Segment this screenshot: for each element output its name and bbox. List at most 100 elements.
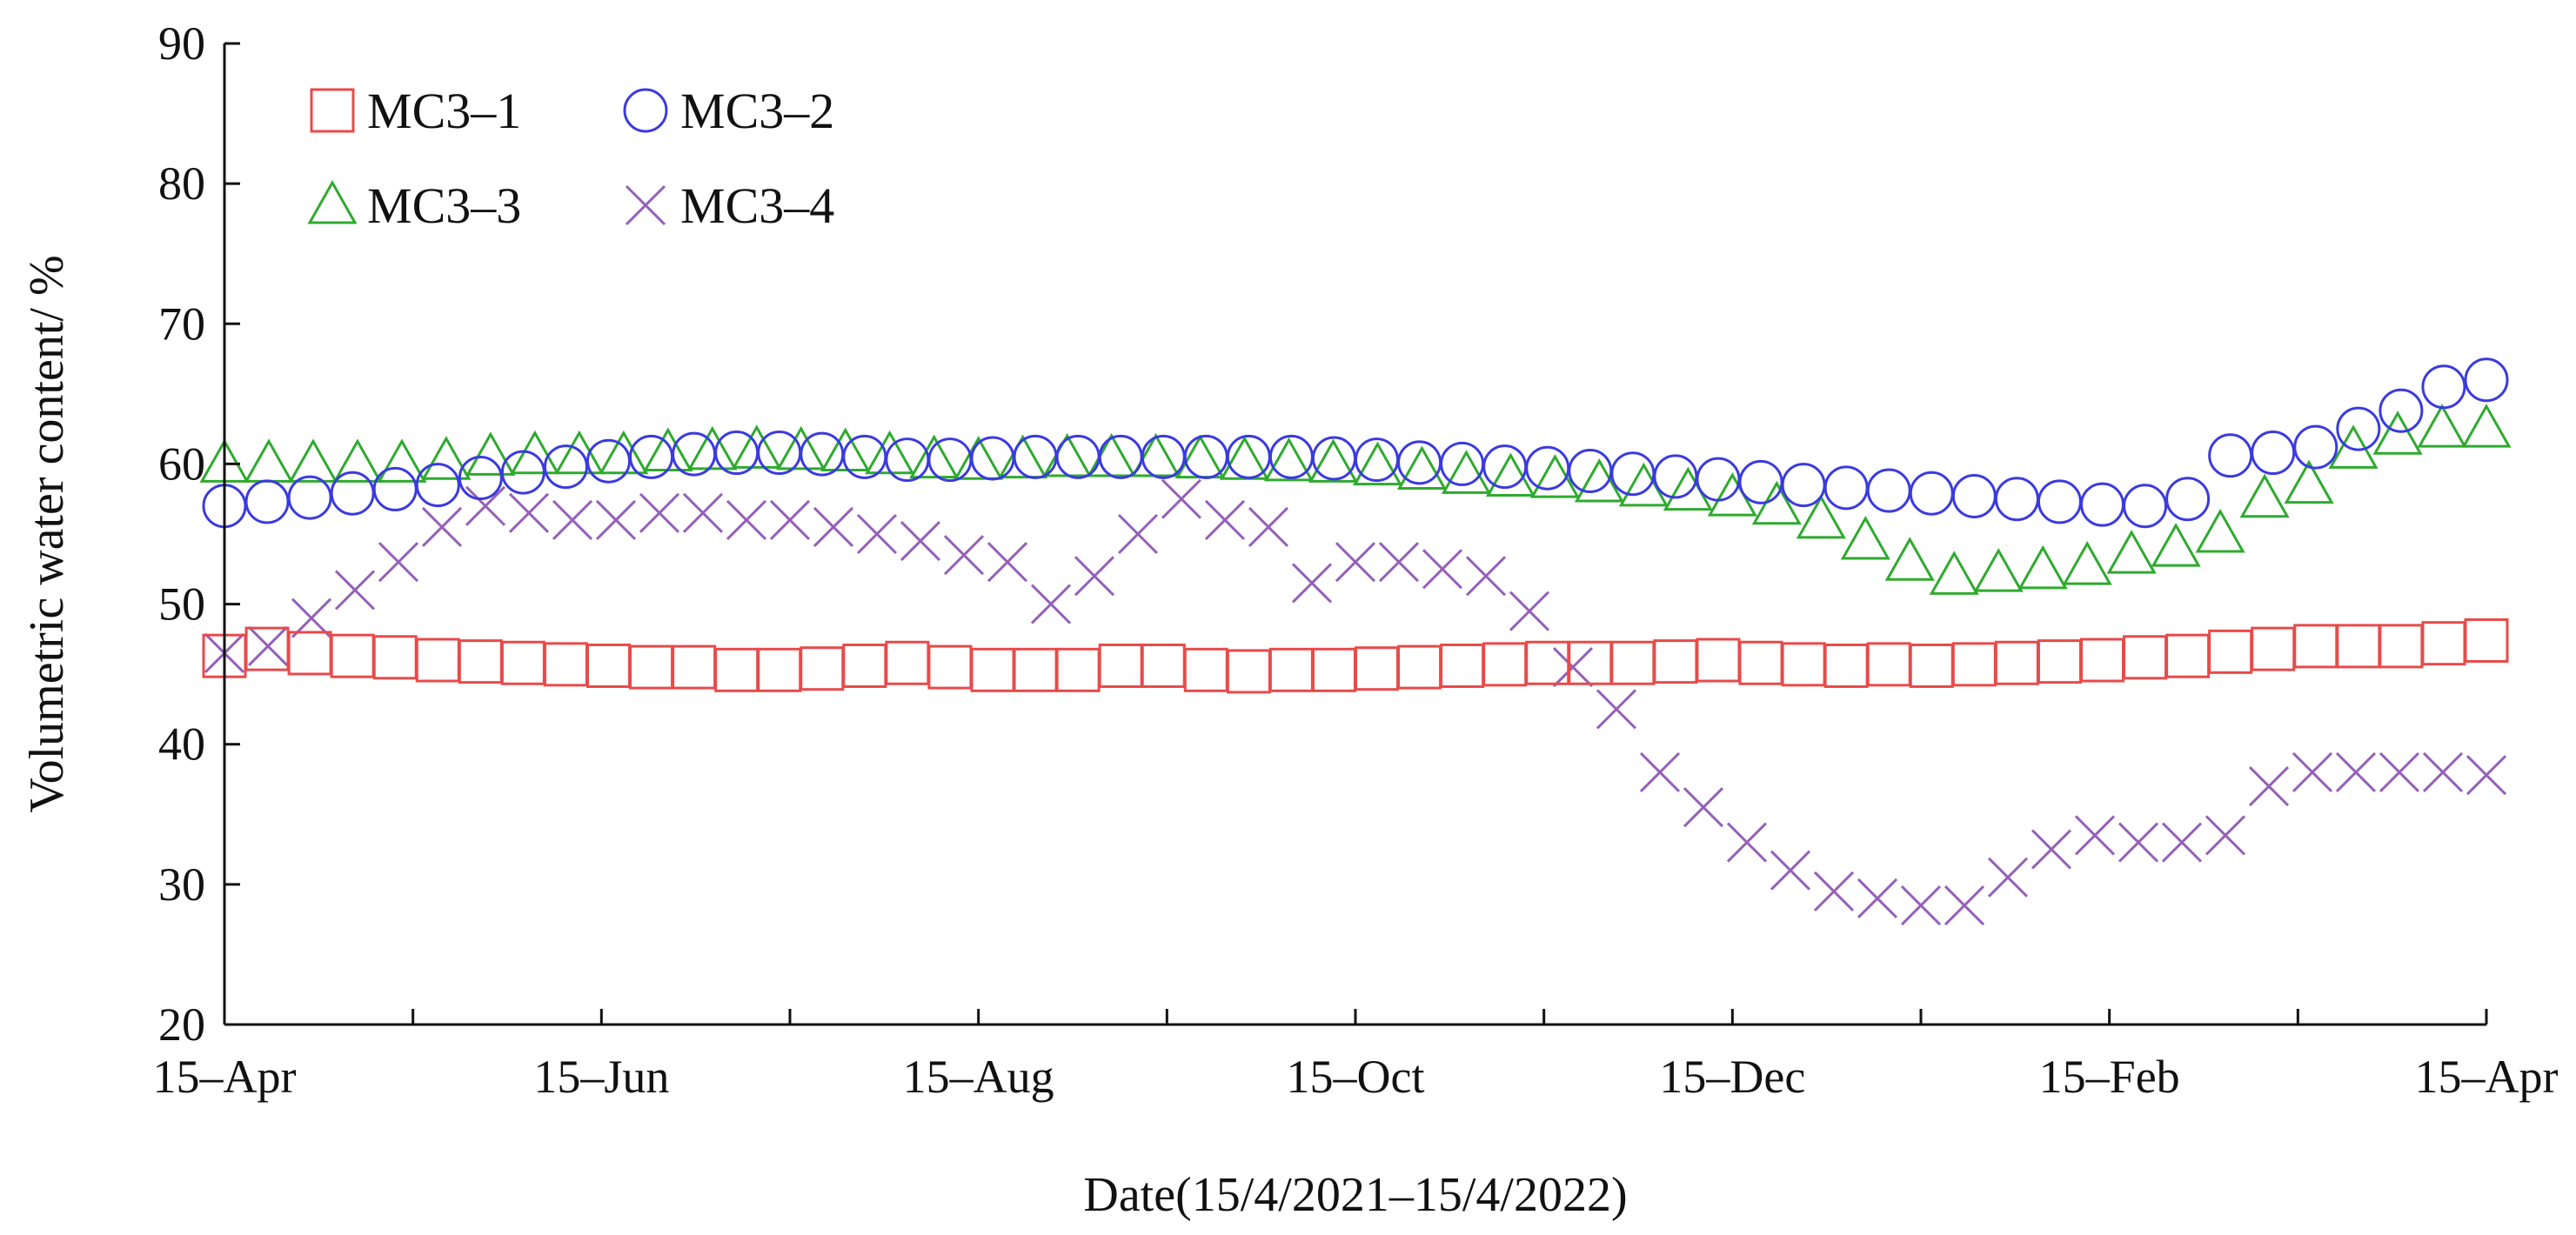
data-point-circle — [1951, 473, 1997, 518]
data-point-x — [2292, 751, 2333, 793]
data-point-circle — [244, 479, 290, 524]
data-point-circle — [1781, 463, 1826, 508]
data-point-triangle — [1574, 457, 1624, 503]
data-point-triangle — [2239, 473, 2290, 518]
legend-item-3: MC3–3 — [307, 177, 521, 234]
data-point-x — [1204, 499, 1246, 540]
data-point-triangle — [2017, 544, 2068, 590]
data-point-x — [856, 513, 898, 555]
data-point-x — [1161, 478, 1202, 519]
data-point-square — [1397, 644, 1442, 690]
data-point-triangle — [909, 434, 960, 479]
legend-marker-circle — [623, 88, 668, 133]
data-point-circle — [1823, 465, 1869, 511]
x-tick-label: 15–Aug — [903, 1051, 1054, 1103]
data-point-square — [1738, 640, 1783, 685]
data-point-triangle — [2284, 459, 2334, 504]
legend-item-2: MC3–2 — [623, 83, 834, 139]
data-point-circle — [458, 456, 503, 501]
data-point-x — [987, 542, 1028, 583]
data-point-x — [247, 625, 289, 666]
data-point-triangle — [554, 430, 605, 475]
legend: MC3–1 MC3–2 MC3–3 MC3–4 — [307, 83, 834, 234]
data-point-circle — [1738, 459, 1783, 504]
data-point-square — [2079, 638, 2124, 683]
data-point-x — [1030, 584, 1072, 624]
data-point-triangle — [421, 436, 472, 480]
data-point-square — [2123, 635, 2168, 680]
data-point-circle — [1440, 441, 1485, 486]
data-point-square — [1781, 642, 1826, 687]
data-point-square — [1311, 647, 1356, 692]
data-point-triangle — [1840, 516, 1890, 560]
data-point-circle — [2165, 477, 2211, 522]
data-point-triangle — [1131, 432, 1181, 477]
data-point-x — [1987, 857, 2029, 898]
data-point-square — [1696, 638, 1741, 683]
data-point-triangle — [2151, 523, 2201, 567]
data-point-x — [639, 492, 680, 533]
data-point-circle — [1141, 434, 1186, 479]
data-point-square — [2251, 626, 2296, 671]
data-point-x — [465, 485, 506, 526]
data-point-x — [378, 542, 419, 583]
data-point-x — [769, 499, 811, 540]
data-point-square — [1440, 643, 1485, 688]
y-tick-label: 30 — [158, 858, 205, 911]
data-point-circle — [287, 475, 332, 520]
data-point-square — [2464, 618, 2509, 663]
data-point-square — [1951, 642, 1997, 687]
data-point-x — [2335, 751, 2377, 793]
data-point-x — [682, 492, 724, 533]
data-point-circle — [500, 450, 545, 495]
legend-label: MC3–2 — [680, 83, 834, 139]
data-point-square — [927, 644, 973, 690]
data-point-triangle — [244, 438, 294, 483]
data-point-x — [1639, 751, 1681, 793]
data-point-x — [2248, 765, 2290, 807]
data-point-square — [885, 640, 930, 685]
data-point-x — [1857, 878, 1898, 919]
data-point-triangle — [332, 438, 383, 483]
data-point-x — [1335, 542, 1376, 583]
data-point-x — [1117, 513, 1159, 555]
data-point-circle — [1098, 434, 1143, 479]
data-point-square — [1268, 647, 1314, 692]
x-tick-label: 15–Dec — [1659, 1051, 1805, 1103]
data-point-triangle — [465, 431, 516, 476]
data-point-x — [1509, 591, 1550, 631]
data-point-x — [1813, 871, 1855, 911]
data-point-x — [813, 506, 854, 548]
data-point-triangle — [1441, 450, 1492, 494]
data-point-circle — [2079, 482, 2124, 527]
x-tick-label: 15–Apr — [153, 1051, 297, 1103]
data-point-x — [291, 597, 332, 638]
y-tick-label: 40 — [158, 718, 205, 771]
data-point-x — [1248, 506, 1289, 548]
data-point-circle — [1183, 434, 1228, 479]
data-point-square — [2421, 621, 2466, 666]
data-point-x — [1596, 689, 1637, 730]
x-axis-title: Date(15/4/2021–15/4/2022) — [1083, 1168, 1627, 1222]
data-point-circle — [2037, 479, 2082, 524]
data-point-square — [1226, 649, 1271, 694]
data-point-circle — [2293, 424, 2338, 470]
data-point-triangle — [1485, 452, 1536, 497]
data-point-square — [1653, 639, 1698, 684]
y-tick-label: 60 — [158, 437, 205, 490]
data-point-x — [1465, 556, 1507, 597]
data-point-square — [970, 647, 1015, 692]
data-point-square — [2293, 624, 2338, 669]
data-point-x — [2118, 822, 2159, 863]
data-point-x — [1770, 850, 1811, 891]
data-point-square — [244, 626, 290, 671]
data-point-x — [552, 499, 593, 540]
data-point-triangle — [1308, 438, 1359, 483]
x-tick-label: 15–Feb — [2039, 1051, 2180, 1103]
data-point-circle — [586, 438, 632, 484]
data-point-triangle — [1796, 494, 1846, 539]
data-point-triangle — [776, 425, 826, 471]
data-point-circle — [2379, 388, 2424, 433]
data-point-triangle — [1263, 437, 1315, 482]
data-point-x — [726, 499, 767, 540]
